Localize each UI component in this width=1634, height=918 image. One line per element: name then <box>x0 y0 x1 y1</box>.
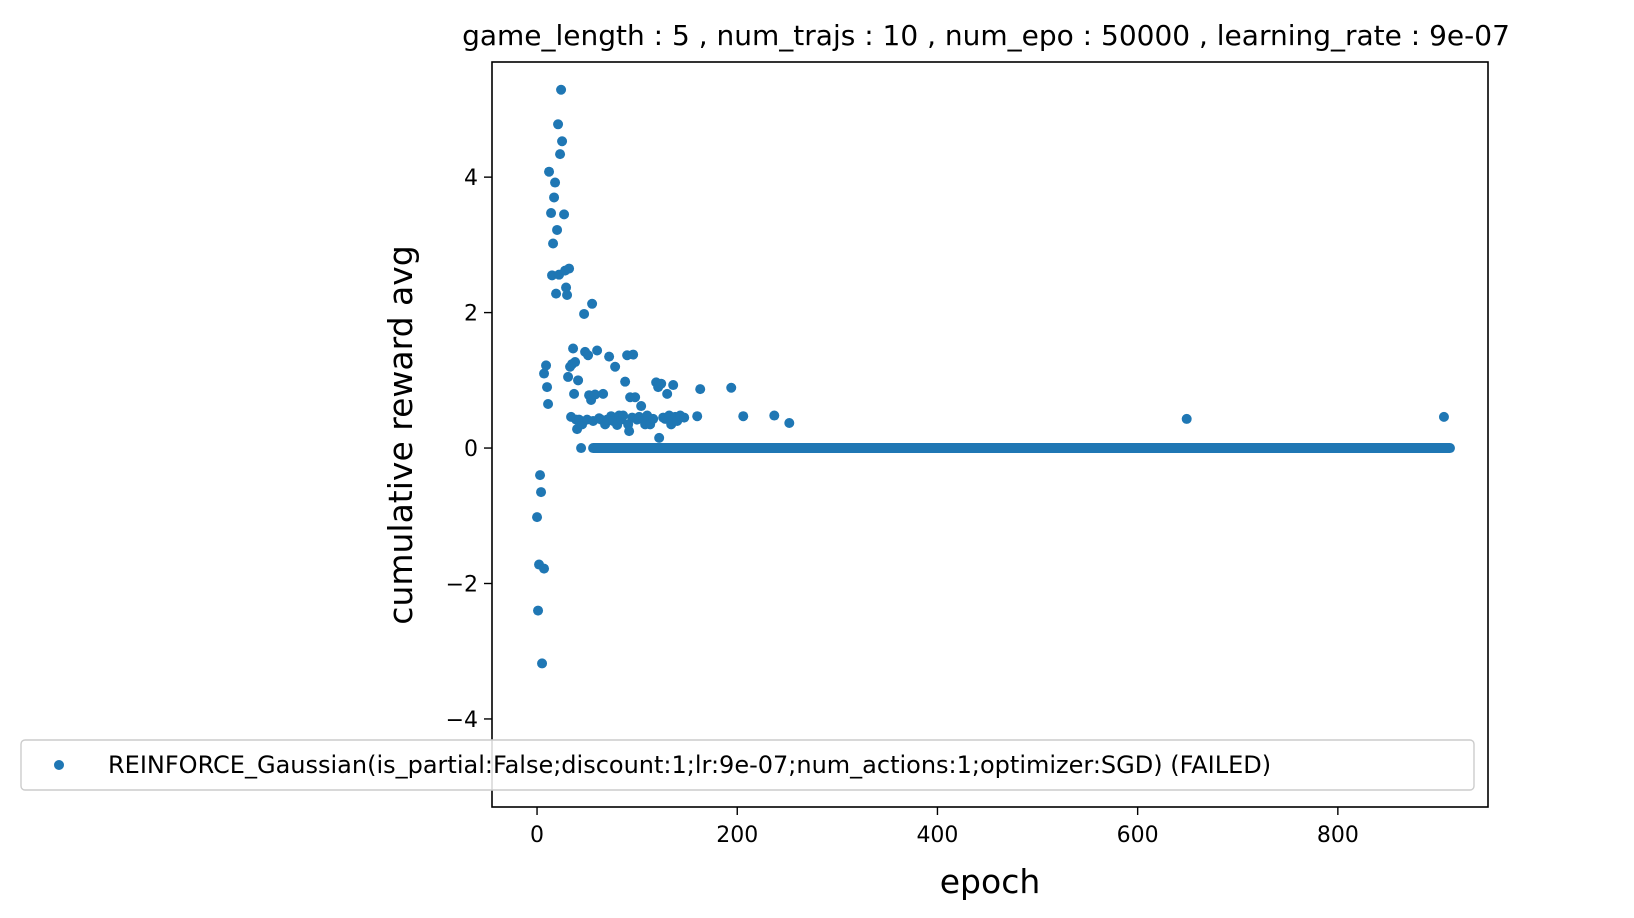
data-point <box>692 411 703 422</box>
data-point <box>604 351 615 362</box>
legend-box <box>20 739 1475 791</box>
y-axis-ticks: −4 −2 0 2 4 <box>446 166 492 733</box>
y-axis-label: cumulative reward avg <box>381 245 420 624</box>
data-point <box>557 136 568 147</box>
data-point <box>598 388 609 399</box>
data-point <box>573 375 584 386</box>
data-point <box>583 350 594 361</box>
data-point <box>1438 411 1449 422</box>
data-point <box>636 401 647 412</box>
data-point <box>628 349 639 360</box>
x-tick-label: 0 <box>530 823 544 848</box>
data-point <box>559 209 570 220</box>
data-point <box>620 376 631 387</box>
data-point <box>561 282 572 293</box>
data-point <box>579 308 590 319</box>
data-point <box>549 192 560 203</box>
data-point <box>592 345 603 356</box>
data-point <box>654 432 665 443</box>
y-tick-label: −2 <box>446 573 478 598</box>
axes-frame <box>491 61 1489 808</box>
data-point <box>569 388 580 399</box>
data-point <box>662 388 673 399</box>
data-point <box>532 512 543 523</box>
data-point <box>562 289 573 300</box>
legend: REINFORCE_Gaussian(is_partial:False;disc… <box>20 739 1475 791</box>
data-point <box>610 361 621 372</box>
data-point <box>568 343 579 354</box>
data-point <box>535 470 546 481</box>
data-point <box>576 443 587 454</box>
plot-area <box>532 84 1455 669</box>
x-tick-label: 200 <box>716 823 758 848</box>
x-axis-label: epoch <box>940 862 1041 901</box>
data-point <box>533 605 544 616</box>
data-point <box>656 378 667 389</box>
chart-title: game_length : 5 , num_trajs : 10 , num_e… <box>462 19 1510 52</box>
legend-marker <box>54 760 64 770</box>
data-point <box>556 84 567 95</box>
data-point <box>543 399 554 410</box>
data-point <box>679 412 690 423</box>
x-tick-label: 800 <box>1317 823 1359 848</box>
legend-entry-label: REINFORCE_Gaussian(is_partial:False;disc… <box>108 751 1271 779</box>
data-point <box>648 413 659 424</box>
data-point <box>555 149 566 160</box>
data-point <box>564 263 575 274</box>
data-point <box>536 487 547 498</box>
data-point <box>541 360 552 371</box>
data-point <box>668 380 679 391</box>
data-point <box>563 371 574 382</box>
data-point <box>537 658 548 669</box>
y-tick-label: 2 <box>464 302 478 327</box>
data-point <box>570 357 581 368</box>
data-point <box>726 382 737 393</box>
data-point <box>550 177 561 188</box>
x-axis-ticks: 0 200 400 600 800 <box>530 807 1359 848</box>
data-point <box>539 368 550 379</box>
data-point <box>546 208 557 219</box>
data-point <box>738 411 749 422</box>
y-tick-label: −4 <box>446 708 478 733</box>
data-point <box>590 389 601 400</box>
data-point <box>630 392 641 403</box>
y-tick-label: 4 <box>464 166 478 191</box>
data-point <box>542 382 553 393</box>
data-point <box>548 238 559 249</box>
data-point <box>618 410 629 421</box>
data-point <box>539 563 550 574</box>
data-point <box>695 384 706 395</box>
data-point <box>551 288 562 299</box>
data-point <box>553 119 564 130</box>
data-point <box>552 224 563 235</box>
data-point <box>1181 413 1192 424</box>
y-tick-label: 0 <box>464 437 478 462</box>
data-point <box>624 426 635 437</box>
data-point <box>769 410 780 421</box>
data-point <box>784 417 795 428</box>
data-point <box>587 298 598 309</box>
x-tick-label: 400 <box>916 823 958 848</box>
data-point <box>544 166 555 177</box>
x-tick-label: 600 <box>1117 823 1159 848</box>
